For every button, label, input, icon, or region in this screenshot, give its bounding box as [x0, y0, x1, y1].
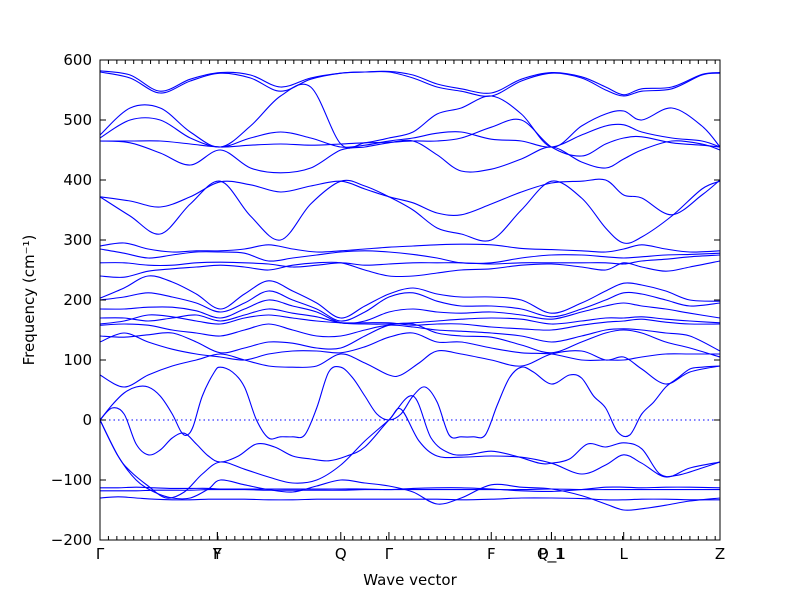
x-tick-label: Q [335, 545, 347, 563]
y-tick-label: 600 [63, 51, 92, 69]
band-18 [100, 254, 720, 268]
band-13 [100, 308, 720, 325]
band-9 [100, 332, 720, 361]
band-21 [100, 179, 720, 244]
y-tick-label: −200 [51, 531, 92, 549]
band-25 [100, 117, 720, 148]
x-tick-label: Γ [96, 545, 105, 563]
band-5 [100, 407, 720, 499]
plot-frame [99, 59, 721, 541]
band-22 [100, 178, 720, 216]
band-14 [100, 299, 720, 324]
band-4 [100, 419, 720, 511]
band-27 [100, 70, 720, 97]
x-tick-label: L [620, 545, 629, 563]
band-1 [100, 496, 720, 501]
band-11 [100, 323, 720, 352]
band-24 [100, 118, 720, 157]
band-16 [100, 275, 720, 319]
band-12 [100, 314, 720, 331]
band-6 [100, 395, 720, 478]
x-tick-label: F [213, 545, 222, 563]
y-tick-label: 500 [63, 111, 92, 129]
y-tick-label: 100 [63, 351, 92, 369]
band-7 [100, 365, 720, 440]
x-tick-label: Γ [385, 545, 394, 563]
band-26 [100, 83, 720, 149]
x-tick-label: Y [212, 545, 223, 563]
x-tick-label: Z [715, 545, 725, 563]
x-tick-label: F [487, 545, 496, 563]
y-tick-label: 400 [63, 171, 92, 189]
band-19 [100, 248, 720, 264]
band-20 [100, 242, 720, 253]
bands-layer [100, 70, 720, 511]
band-3 [100, 486, 720, 492]
y-axis-label: Frequency (cm⁻¹) [20, 235, 38, 366]
band-28 [100, 70, 720, 96]
band-8 [100, 350, 720, 388]
band-15 [100, 290, 720, 322]
band-23 [100, 139, 720, 174]
y-tick-label: 200 [63, 291, 92, 309]
y-tick-label: 0 [82, 411, 92, 429]
y-tick-label: 300 [63, 231, 92, 249]
x-tick-label: P_1 [538, 545, 564, 564]
band-17 [100, 260, 720, 278]
x-axis-label: Wave vector [363, 571, 457, 589]
ticks-layer [99, 59, 721, 541]
x-tick-label: Q_1 [537, 545, 566, 564]
y-tick-label: −100 [51, 471, 92, 489]
